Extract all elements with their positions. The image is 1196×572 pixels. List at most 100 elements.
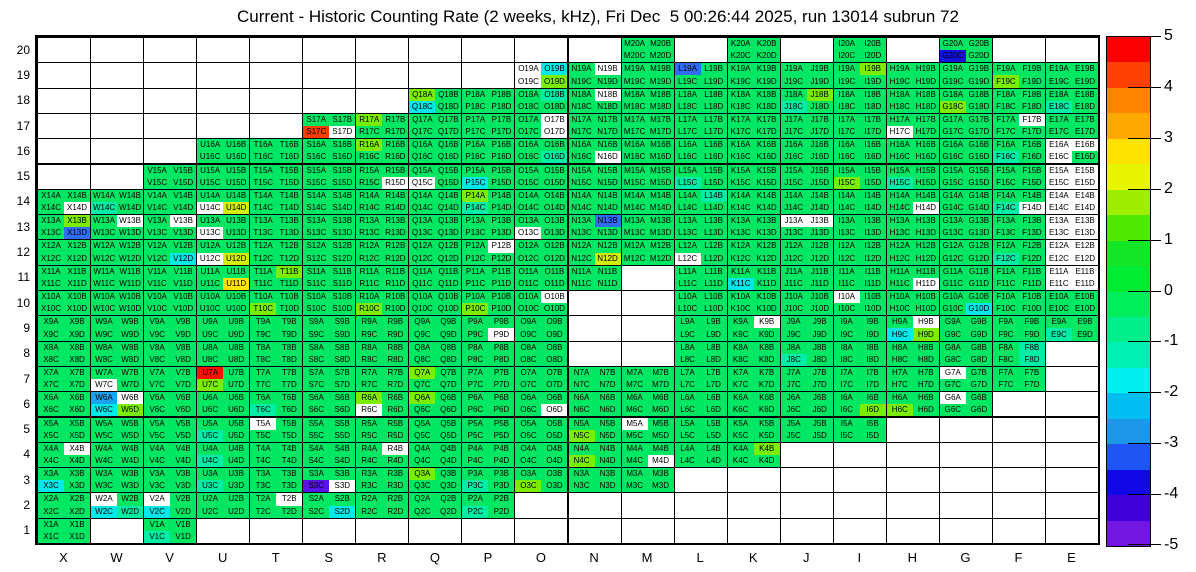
channel-M17D: M17D bbox=[647, 126, 674, 139]
channel-T15C: T15C bbox=[250, 176, 277, 189]
grid-cell-T2: T2A T2B T2C T2D bbox=[249, 492, 304, 519]
channel-K8C: K8C bbox=[727, 353, 754, 366]
channel-T8B: T8B bbox=[276, 341, 303, 354]
grid-cell-N12: N12A N12B N12C N12D bbox=[567, 239, 622, 266]
grid-cell-X19 bbox=[37, 62, 92, 89]
channel-E19D: E19D bbox=[1071, 75, 1098, 88]
y-tick-18: 18 bbox=[16, 93, 30, 108]
channel-G8B: G8B bbox=[965, 341, 992, 354]
channel-E14A: E14A bbox=[1045, 189, 1072, 202]
channel-P10C: P10C bbox=[462, 303, 489, 316]
channel-T12D: T12D bbox=[276, 252, 303, 265]
channel-W7B: W7B bbox=[117, 366, 144, 380]
channel-U2D: U2D bbox=[223, 505, 250, 518]
channel-Q18A: Q18A bbox=[409, 88, 436, 101]
channel-T11D: T11D bbox=[276, 277, 303, 290]
channel-S2A: S2A bbox=[303, 493, 330, 506]
channel-W7C: W7C bbox=[91, 379, 118, 392]
channel-M3A: M3A bbox=[621, 468, 648, 481]
channel-Q12A: Q12A bbox=[409, 240, 436, 253]
grid-cell-K11: K11A K11B K11C K11D bbox=[726, 264, 781, 291]
channel-U3B: U3B bbox=[223, 468, 250, 481]
channel-T4C: T4C bbox=[250, 454, 277, 468]
channel-K5C: K5C bbox=[727, 429, 754, 442]
channel-N4A: N4A bbox=[568, 442, 595, 455]
channel-H18D: H18D bbox=[912, 100, 939, 113]
channel-S6B: S6B bbox=[329, 392, 356, 405]
channel-O13B: O13B bbox=[541, 215, 568, 228]
grid-cell-P6: P6A P6B P6C P6D bbox=[461, 391, 516, 418]
grid-cell-H16: H16A H16B H16C H16D bbox=[885, 138, 940, 165]
channel-R13B: R13B bbox=[382, 215, 409, 228]
grid-cell-U17 bbox=[196, 112, 251, 140]
x-tick-E: E bbox=[1067, 550, 1076, 565]
channel-I8D: I8D bbox=[859, 353, 886, 366]
channel-J15B: J15B bbox=[806, 164, 833, 177]
channel-F9D: F9D bbox=[1018, 328, 1045, 341]
channel-K18C: K18C bbox=[727, 100, 754, 113]
channel-X10C: X10C bbox=[38, 303, 65, 316]
channel-V2A: V2A bbox=[144, 493, 171, 506]
grid-cell-X4: X4A X4B X4C X4D bbox=[37, 441, 92, 469]
channel-Q5C: Q5C bbox=[409, 429, 436, 442]
channel-K12B: K12B bbox=[753, 240, 780, 253]
y-tick-10: 10 bbox=[16, 295, 30, 310]
grid-cell-T10: T10A T10B T10C T10D bbox=[249, 290, 304, 317]
grid-cell-V9: V9A V9B V9C V9D bbox=[143, 315, 198, 342]
channel-J19B: J19B bbox=[806, 63, 833, 76]
channel-I5B: I5B bbox=[859, 417, 886, 430]
grid-cell-P18: P18A P18B P18C P18D bbox=[461, 87, 516, 114]
channel-M18C: M18C bbox=[621, 100, 648, 113]
grid-cell-H14: H14A H14B H14C H14D bbox=[885, 188, 940, 216]
channel-W13B: W13B bbox=[117, 215, 144, 228]
channel-W6B: W6B bbox=[117, 392, 144, 405]
channel-I10D: I10D bbox=[859, 303, 886, 316]
channel-P14B: P14B bbox=[488, 189, 515, 202]
channel-E19C: E19C bbox=[1045, 75, 1072, 88]
channel-O13A: O13A bbox=[515, 215, 542, 228]
channel-W11C: W11C bbox=[91, 277, 118, 290]
grid-cell-K5: K5A K5B K5C K5D bbox=[726, 416, 781, 443]
grid-cell-S9: S9A S9B S9C S9D bbox=[302, 315, 357, 342]
channel-H19B: H19B bbox=[912, 63, 939, 76]
channel-P5A: P5A bbox=[462, 417, 489, 430]
channel-P4D: P4D bbox=[488, 454, 515, 468]
channel-K9D: K9D bbox=[753, 328, 780, 341]
channel-O15A: O15A bbox=[515, 164, 542, 177]
grid-cell-S15: S15A S15B S15C S15D bbox=[302, 163, 357, 190]
channel-H15B: H15B bbox=[912, 164, 939, 177]
grid-cell-I12: I12A I12B I12C I12D bbox=[832, 239, 887, 266]
grid-cell-V12: V12A V12B V12C V12D bbox=[143, 239, 198, 266]
channel-I8B: I8B bbox=[859, 341, 886, 354]
channel-N4C: N4C bbox=[568, 454, 595, 468]
channel-E18C: E18C bbox=[1045, 100, 1072, 113]
channel-O4B: O4B bbox=[541, 442, 568, 455]
colorbar-segment bbox=[1107, 444, 1150, 471]
channel-S7A: S7A bbox=[303, 366, 330, 380]
channel-M17A: M17A bbox=[621, 113, 648, 127]
grid-cell-V16 bbox=[143, 138, 198, 165]
grid-cell-U1 bbox=[196, 517, 251, 544]
channel-L12B: L12B bbox=[700, 240, 727, 253]
channel-Q2D: Q2D bbox=[435, 505, 462, 518]
channel-K10C: K10C bbox=[727, 303, 754, 316]
channel-X8D: X8D bbox=[64, 353, 91, 366]
grid-cell-O4: O4A O4B O4C O4D bbox=[514, 441, 569, 469]
channel-N14D: N14D bbox=[594, 201, 621, 215]
channel-R12A: R12A bbox=[356, 240, 383, 253]
channel-K18A: K18A bbox=[727, 88, 754, 101]
channel-O6D: O6D bbox=[541, 404, 568, 417]
grid-cell-H13: H13A H13B H13C H13D bbox=[885, 214, 940, 241]
channel-O4A: O4A bbox=[515, 442, 542, 455]
channel-U14A: U14A bbox=[197, 189, 224, 202]
grid-cell-N8 bbox=[567, 340, 622, 367]
channel-K18B: K18B bbox=[753, 88, 780, 101]
channel-P18C: P18C bbox=[462, 100, 489, 113]
channel-R3A: R3A bbox=[356, 468, 383, 481]
channel-O10A: O10A bbox=[515, 291, 542, 304]
x-tick-U: U bbox=[217, 550, 228, 565]
channel-V3D: V3D bbox=[170, 480, 197, 493]
colorbar-tick bbox=[1128, 290, 1161, 292]
grid-cell-W8: W8A W8B W8C W8D bbox=[90, 340, 145, 367]
channel-L10A: L10A bbox=[674, 291, 701, 304]
